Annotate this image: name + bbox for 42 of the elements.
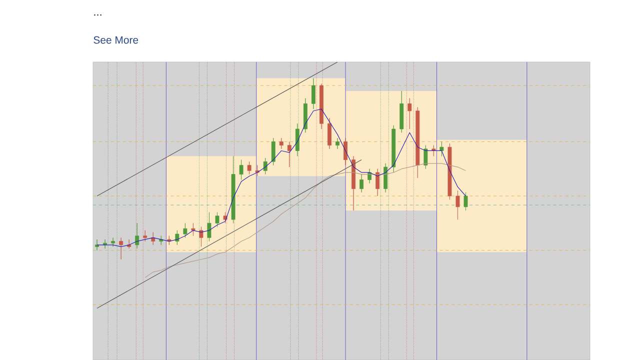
candlestick	[311, 78, 316, 110]
candlestick	[111, 237, 116, 247]
candlestick	[247, 161, 252, 174]
candlestick	[392, 125, 396, 173]
candlestick	[175, 230, 180, 246]
candlestick	[336, 138, 340, 150]
candlestick	[271, 138, 276, 166]
candlestick	[328, 118, 332, 150]
candlestick	[303, 98, 308, 133]
candlestick	[231, 156, 236, 224]
text: ...	[94, 14, 102, 16]
candlestick	[279, 138, 284, 150]
candlestick	[199, 226, 204, 247]
candlestick	[295, 123, 300, 156]
candlestick	[376, 168, 380, 196]
candlestick	[424, 145, 428, 170]
candlestick	[239, 160, 244, 180]
candlestick	[408, 98, 412, 130]
candlestick	[320, 84, 324, 130]
candlestick	[464, 192, 468, 211]
candlestick	[119, 237, 124, 260]
candlestick	[416, 107, 420, 178]
candlestick	[440, 141, 444, 156]
candlestick	[263, 158, 268, 174]
candlestick	[207, 212, 212, 242]
text: See More	[94, 36, 138, 44]
candlestick	[183, 222, 188, 238]
candlestick	[95, 239, 99, 251]
candlestick	[456, 190, 460, 220]
candlestick	[352, 156, 356, 211]
candlestick	[287, 141, 292, 168]
candlestick	[103, 239, 107, 249]
candlestick	[143, 230, 148, 242]
candlestick	[360, 174, 364, 193]
candlestick	[215, 212, 220, 227]
candlestick	[191, 222, 196, 236]
candlestick	[384, 163, 388, 193]
candlestick	[135, 222, 140, 249]
candlestick	[400, 90, 404, 133]
candlestick	[448, 143, 452, 200]
candlestick	[432, 145, 436, 156]
candlestick	[344, 138, 348, 166]
